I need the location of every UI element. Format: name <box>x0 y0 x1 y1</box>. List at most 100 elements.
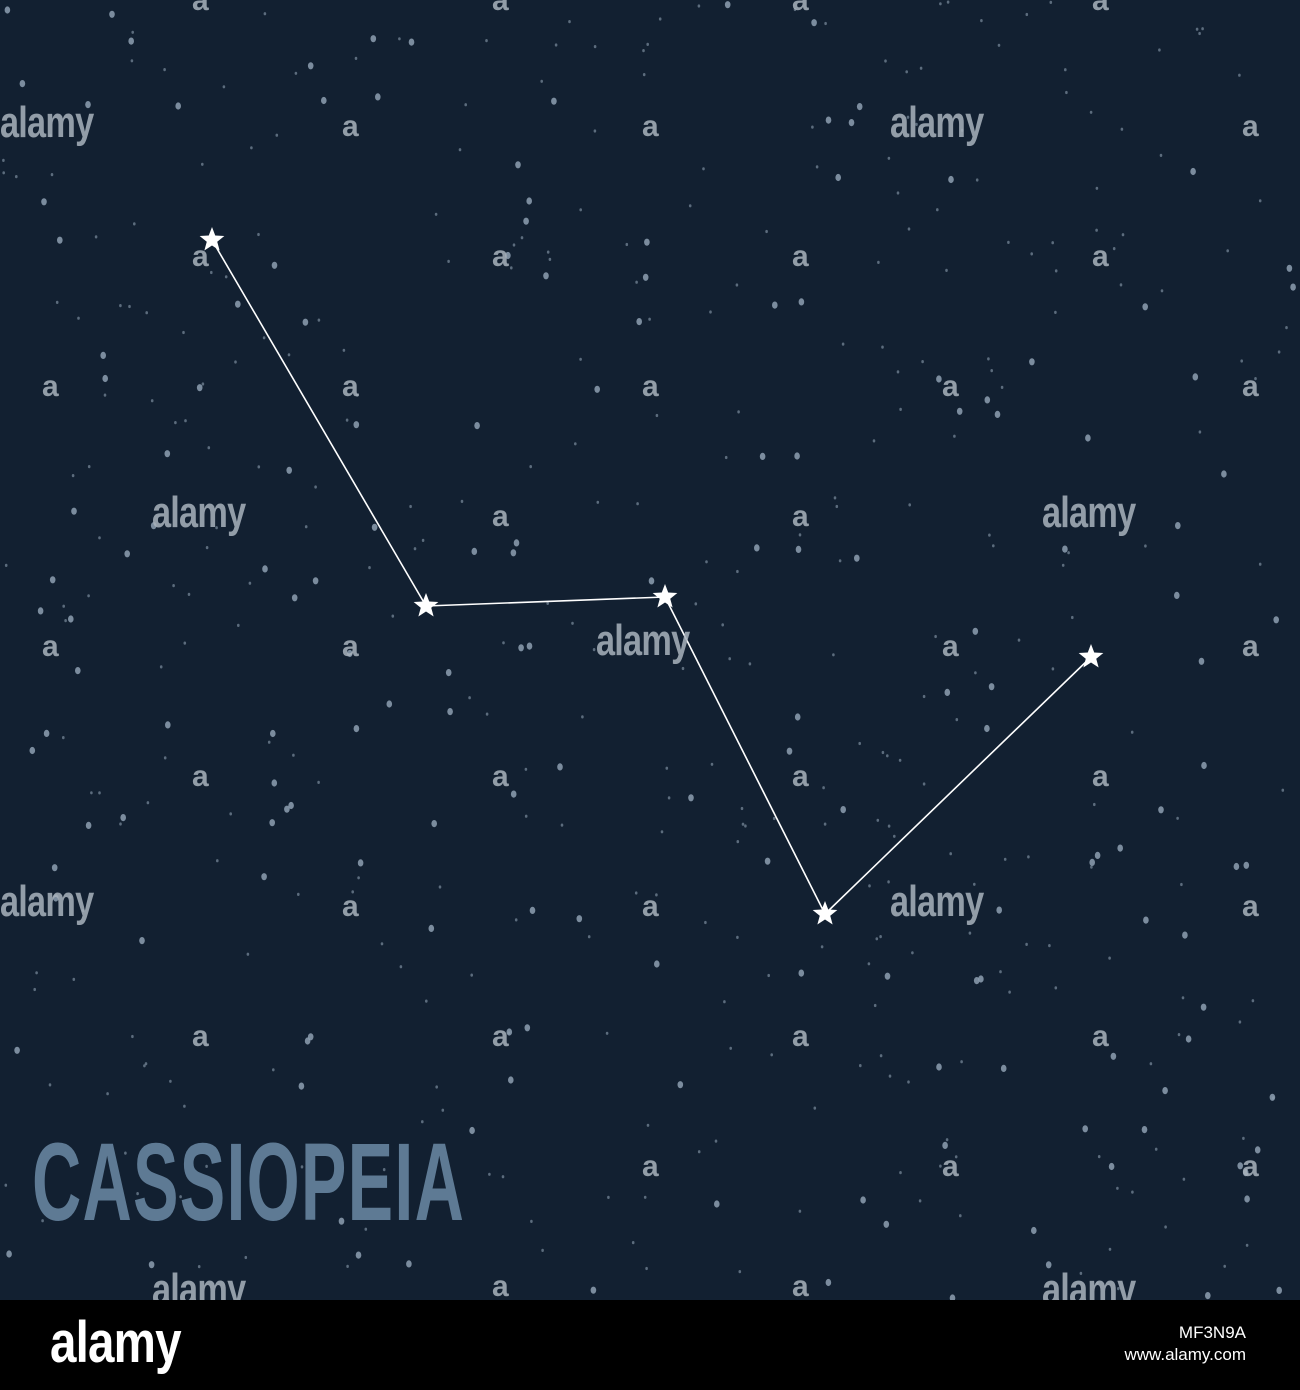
background-star <box>1051 667 1055 671</box>
background-star <box>210 270 213 275</box>
background-star <box>421 538 425 543</box>
background-star <box>681 666 685 671</box>
background-star <box>988 533 991 537</box>
watermark-mark: a <box>342 110 359 143</box>
background-star <box>738 1270 742 1274</box>
background-star <box>984 724 990 733</box>
background-star <box>896 370 900 374</box>
background-star <box>1079 1271 1083 1275</box>
background-star <box>85 101 91 109</box>
background-star <box>592 648 596 652</box>
background-star <box>131 1034 134 1039</box>
background-star <box>1082 1125 1088 1133</box>
background-star <box>794 713 801 721</box>
watermark-mark: a <box>942 370 959 403</box>
background-star <box>646 42 649 47</box>
background-star <box>973 977 980 985</box>
background-star <box>709 310 712 314</box>
background-star <box>772 301 778 309</box>
background-star <box>541 1248 544 1252</box>
background-star <box>813 1106 817 1110</box>
background-star <box>1251 999 1255 1003</box>
background-star <box>262 565 268 573</box>
background-star <box>1131 1190 1134 1194</box>
background-star <box>215 526 218 530</box>
background-star <box>1000 1064 1007 1072</box>
background-star <box>1054 310 1057 314</box>
background-star <box>1096 1281 1099 1285</box>
background-star <box>942 1141 948 1149</box>
background-star <box>356 393 359 397</box>
background-star <box>2 171 5 175</box>
background-star <box>968 931 972 935</box>
background-star <box>540 79 543 83</box>
watermark-mark: a <box>1092 0 1109 17</box>
background-star <box>1067 551 1070 555</box>
background-star <box>642 49 645 53</box>
background-star <box>345 418 349 422</box>
background-star <box>1181 996 1185 1000</box>
background-star <box>269 819 276 827</box>
background-star <box>298 1082 305 1090</box>
background-star <box>272 1068 275 1072</box>
background-star <box>642 73 646 77</box>
background-star <box>48 1083 52 1087</box>
background-star <box>19 80 26 88</box>
background-star <box>284 805 290 813</box>
background-star <box>287 353 291 357</box>
background-star <box>438 885 442 889</box>
background-star <box>1245 1243 1249 1247</box>
background-star <box>646 1123 650 1127</box>
background-star <box>875 937 879 941</box>
background-star <box>794 452 800 460</box>
background-star <box>1085 434 1091 442</box>
background-star <box>1238 1020 1242 1024</box>
background-star <box>593 129 597 133</box>
background-star <box>714 1139 718 1143</box>
background-star <box>172 584 175 588</box>
background-star <box>833 496 837 500</box>
background-star <box>146 801 150 805</box>
background-star <box>470 973 474 977</box>
watermark-mark: a <box>492 1020 509 1053</box>
background-star <box>408 38 415 46</box>
background-star <box>838 559 842 563</box>
background-star <box>1269 1093 1276 1101</box>
background-star <box>103 393 107 397</box>
watermark-mark: a <box>792 1270 809 1301</box>
background-star <box>1198 657 1205 665</box>
background-star <box>944 688 951 697</box>
background-star <box>748 662 752 666</box>
background-star <box>1164 1225 1167 1229</box>
background-star <box>357 859 364 867</box>
background-star <box>57 236 63 244</box>
background-star <box>62 736 65 740</box>
background-star <box>740 806 744 811</box>
background-star <box>881 345 884 349</box>
background-star <box>824 21 827 26</box>
background-star <box>1201 761 1207 770</box>
site-url[interactable]: www.alamy.com <box>1124 1345 1246 1365</box>
watermark: alamy <box>1042 488 1136 537</box>
constellation-line <box>824 656 1092 915</box>
background-star <box>634 891 638 895</box>
background-star <box>106 1092 109 1096</box>
background-star <box>523 217 529 225</box>
background-star <box>939 2 942 6</box>
constellation-star <box>413 593 439 617</box>
background-star <box>1000 385 1004 389</box>
background-star <box>1062 545 1068 553</box>
background-star <box>144 1062 148 1066</box>
background-star <box>485 39 488 43</box>
background-star <box>825 116 832 124</box>
footer-logo[interactable]: alamy <box>50 1310 182 1375</box>
background-star <box>1142 303 1148 311</box>
background-star <box>1108 956 1111 960</box>
watermark-mark: a <box>1242 890 1259 923</box>
background-star <box>187 592 191 597</box>
background-star <box>1185 1035 1192 1043</box>
background-star <box>811 19 817 27</box>
background-star <box>510 790 517 798</box>
background-star <box>1244 1195 1250 1203</box>
watermark: alamy <box>596 616 690 665</box>
